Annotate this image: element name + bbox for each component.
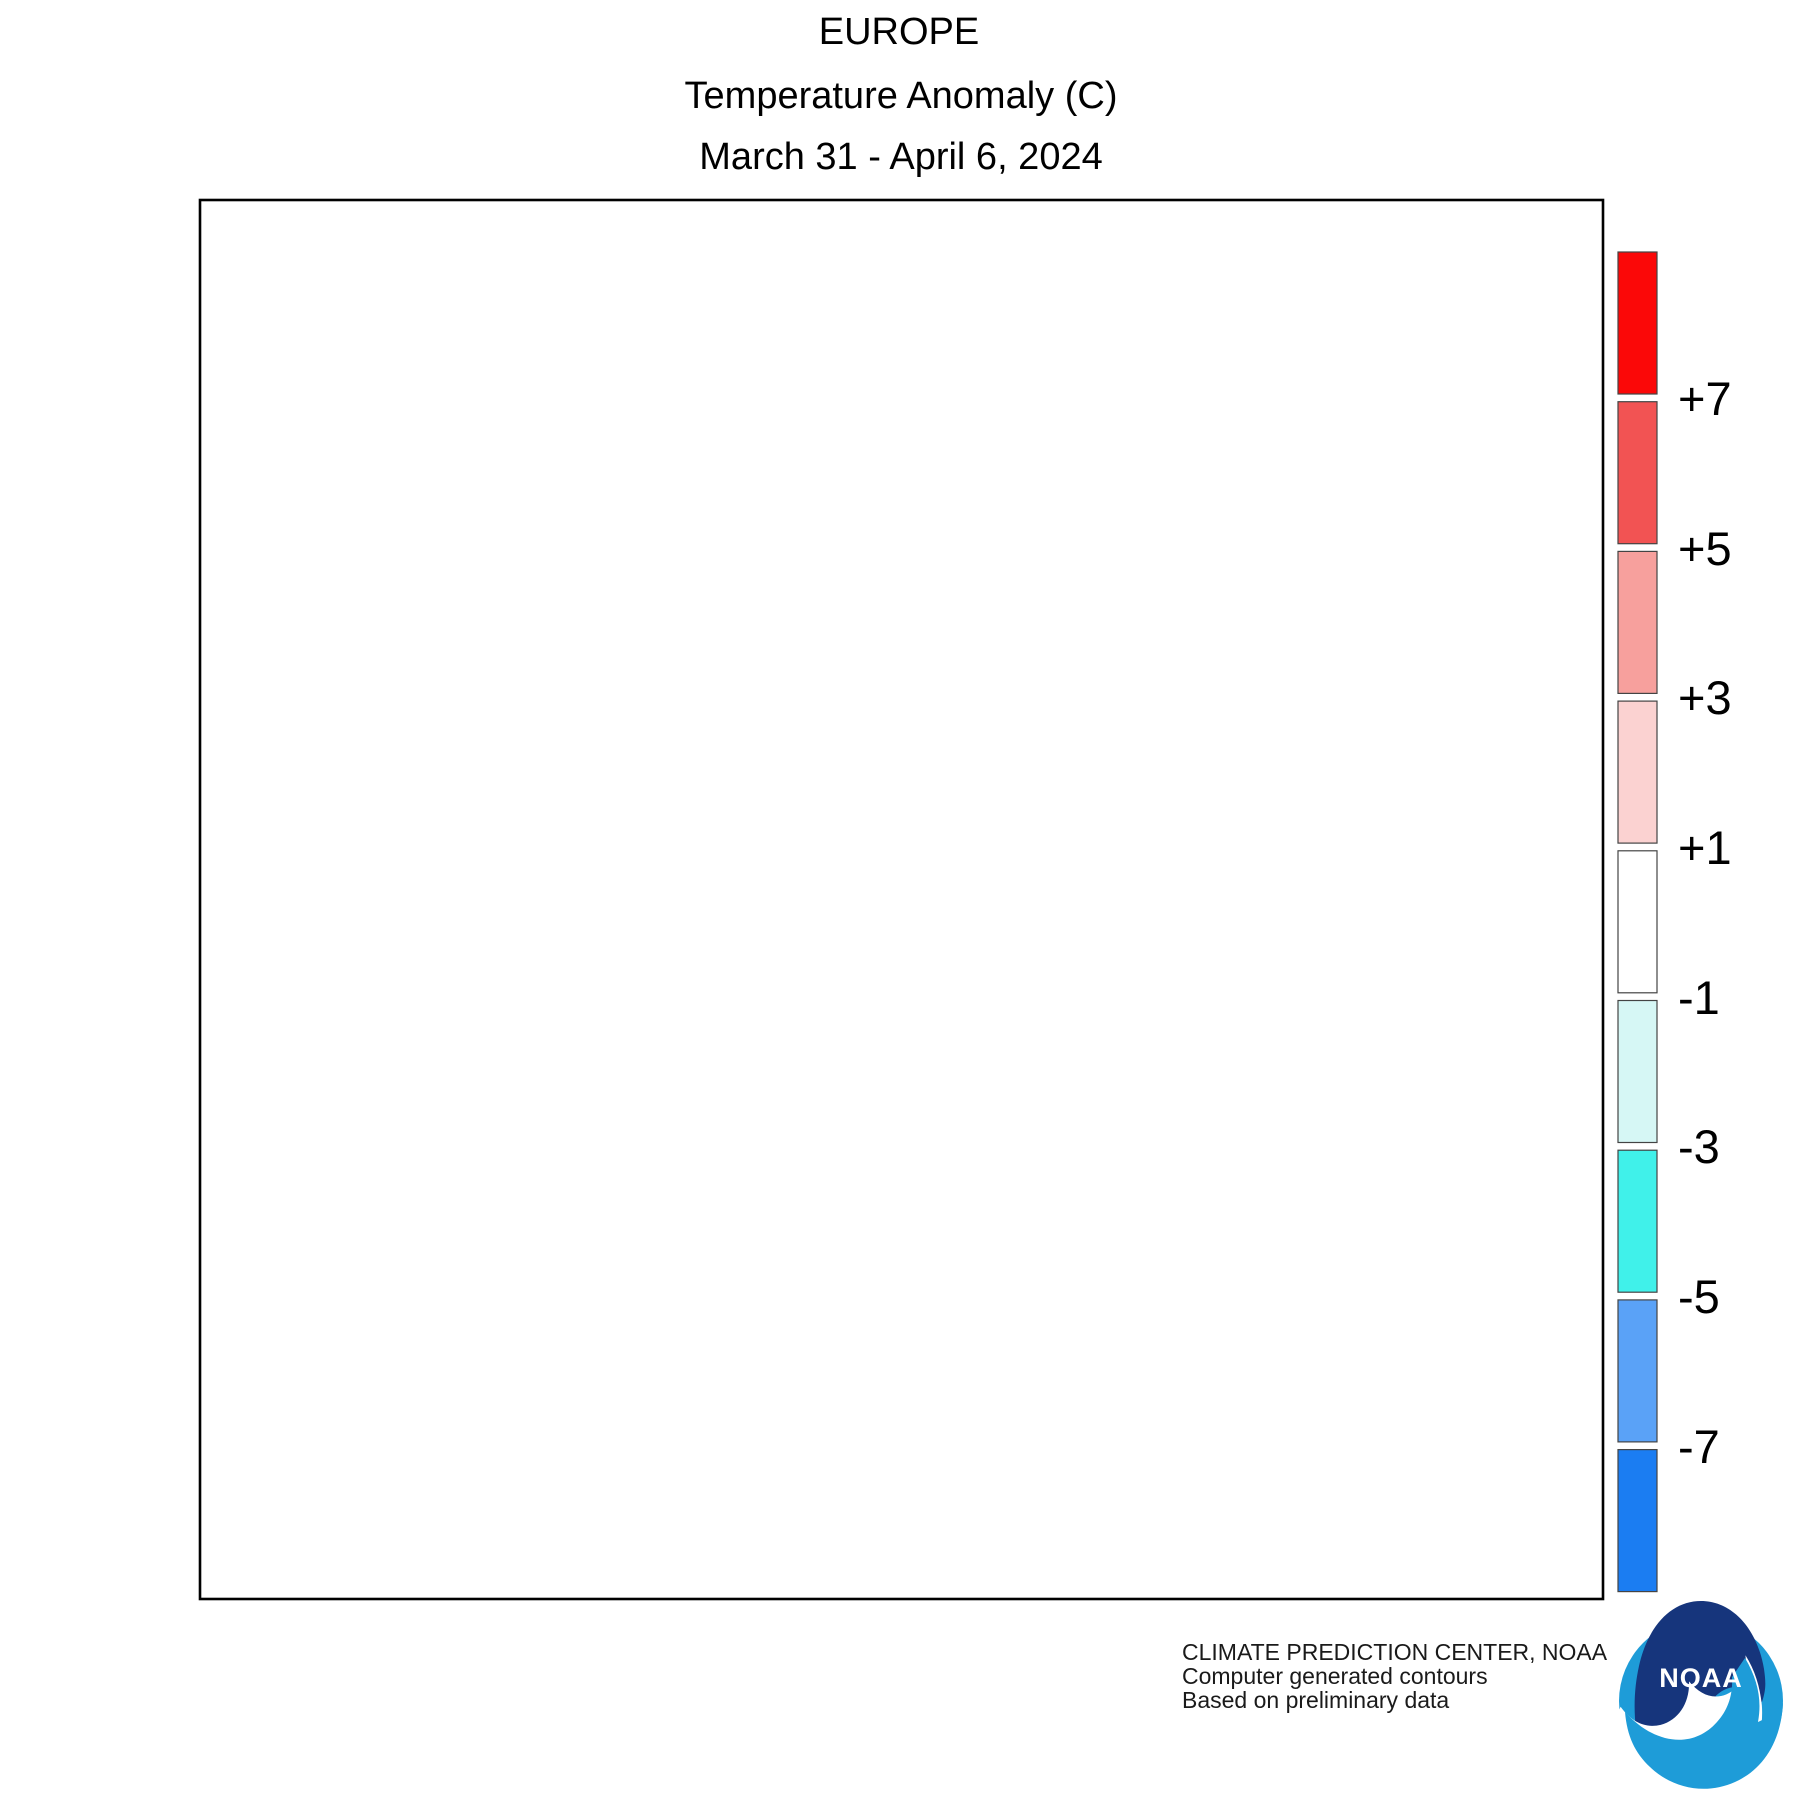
svg-text:-7: -7	[1678, 1420, 1720, 1473]
svg-text:CLIMATE PREDICTION CENTER, NOA: CLIMATE PREDICTION CENTER, NOAA	[1182, 1639, 1608, 1665]
svg-text:Based on preliminary data: Based on preliminary data	[1182, 1687, 1449, 1713]
svg-text:NOAA: NOAA	[1659, 1663, 1743, 1693]
svg-text:EUROPE: EUROPE	[819, 11, 979, 53]
svg-text:-1: -1	[1678, 971, 1720, 1024]
svg-text:-5: -5	[1678, 1270, 1720, 1323]
svg-text:+5: +5	[1678, 522, 1732, 575]
svg-text:+3: +3	[1678, 671, 1732, 724]
svg-text:-3: -3	[1678, 1120, 1720, 1173]
svg-text:+7: +7	[1678, 372, 1732, 425]
svg-text:Temperature Anomaly (C): Temperature Anomaly (C)	[685, 75, 1118, 117]
svg-text:March 31 - April 6, 2024: March 31 - April 6, 2024	[699, 136, 1102, 178]
svg-text:+1: +1	[1678, 821, 1732, 874]
svg-text:Computer generated contours: Computer generated contours	[1182, 1663, 1488, 1689]
